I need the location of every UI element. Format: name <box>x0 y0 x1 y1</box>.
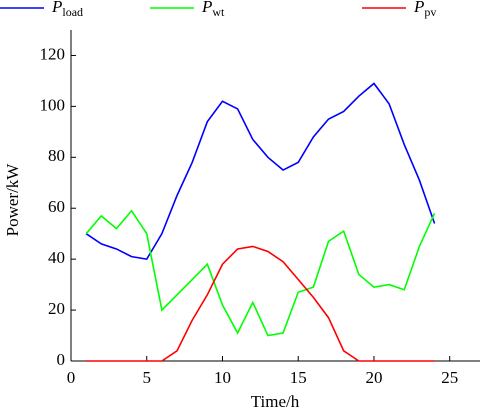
x-tick-label: 0 <box>67 368 76 387</box>
legend-label: Pwt <box>201 0 225 19</box>
legend-label: Ppv <box>413 0 436 19</box>
y-axis-label: Power/kW <box>3 163 22 237</box>
y-tick-label: 60 <box>48 197 65 216</box>
legend-label-sub: wt <box>212 5 225 19</box>
legend-label-main: P <box>201 0 212 16</box>
legend-label-main: P <box>51 0 62 16</box>
y-tick-label: 80 <box>48 146 65 165</box>
y-tick-label: 0 <box>57 350 66 369</box>
legend-label-main: P <box>413 0 424 16</box>
y-tick-label: 100 <box>40 95 66 114</box>
x-tick-label: 5 <box>142 368 151 387</box>
series-line <box>86 245 435 362</box>
y-tick-label: 120 <box>40 44 66 63</box>
legend-label-sub: pv <box>424 5 436 19</box>
series-line <box>85 209 436 337</box>
legend-label-sub: load <box>62 5 83 19</box>
x-tick-label: 15 <box>290 368 307 387</box>
x-axis-label: Time/h <box>251 392 300 411</box>
x-tick-label: 20 <box>365 368 382 387</box>
legend-label: Pload <box>51 0 83 19</box>
x-tick-label: 10 <box>214 368 231 387</box>
y-tick-label: 40 <box>48 248 65 267</box>
x-tick-label: 25 <box>441 368 458 387</box>
series-line <box>85 82 436 261</box>
y-tick-label: 20 <box>48 299 65 318</box>
